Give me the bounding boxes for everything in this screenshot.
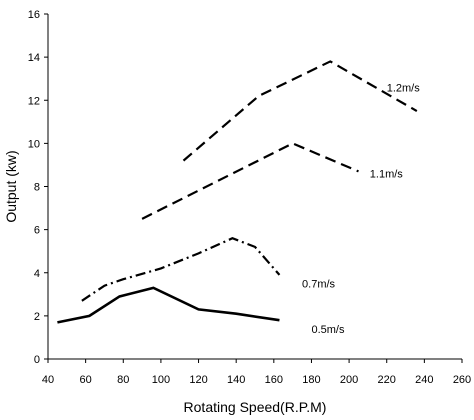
y-axis-ticks: 0 2 4 6 8 10 12 14 16 xyxy=(28,9,48,366)
y-tick-label: 10 xyxy=(28,138,40,150)
plot-area: 0.5m/s 0.7m/s 1.1m/s 1.2m/s xyxy=(57,60,421,336)
x-tick-label: 240 xyxy=(415,374,433,386)
y-tick-label: 12 xyxy=(28,95,40,107)
x-tick-label: 180 xyxy=(302,374,320,386)
x-tick-label: 200 xyxy=(340,374,358,386)
x-tick-label: 260 xyxy=(453,374,471,386)
x-axis-title: Rotating Speed(R.P.M) xyxy=(184,399,327,415)
x-tick-label: 80 xyxy=(117,374,129,386)
x-tick-label: 160 xyxy=(265,374,283,386)
y-axis-title: Output (kw) xyxy=(3,150,19,222)
x-tick-label: 220 xyxy=(378,374,396,386)
series-line-1-1m-s xyxy=(141,142,359,220)
y-tick-label: 2 xyxy=(34,311,40,323)
y-tick-label: 14 xyxy=(28,52,40,64)
series-line-0-7m-s xyxy=(81,237,281,302)
y-tick-label: 16 xyxy=(28,9,40,21)
series-label: 1.1m/s xyxy=(370,169,404,181)
y-tick-label: 4 xyxy=(34,268,40,280)
x-axis-ticks: 40 60 80 100 120 140 160 180 200 220 240 260 xyxy=(42,359,471,386)
x-tick-label: 140 xyxy=(227,374,245,386)
y-tick-label: 0 xyxy=(34,354,40,366)
series-line-0-5m-s xyxy=(57,286,280,324)
y-tick-label: 6 xyxy=(34,225,40,237)
x-tick-label: 60 xyxy=(80,374,92,386)
x-tick-label: 120 xyxy=(189,374,207,386)
series-label: 0.5m/s xyxy=(311,324,345,336)
series-label: 1.2m/s xyxy=(387,82,421,94)
x-tick-label: 100 xyxy=(152,374,170,386)
series-label: 0.7m/s xyxy=(302,279,336,291)
series-line-1-2m-s xyxy=(182,60,418,162)
x-tick-label: 40 xyxy=(42,374,54,386)
y-tick-label: 8 xyxy=(34,182,40,194)
